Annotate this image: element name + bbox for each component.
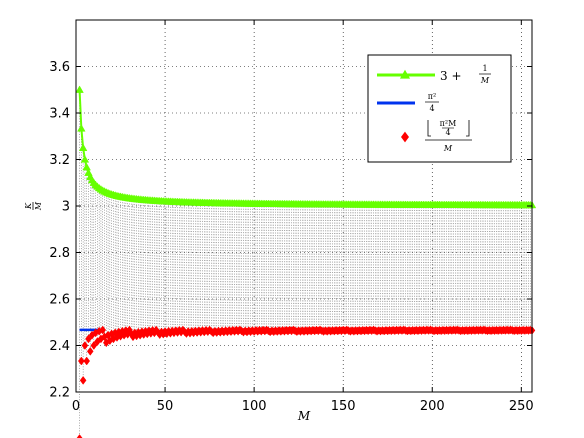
legend-entry-series-2: π² 4 (377, 92, 439, 113)
x-tick-label: 250 (509, 399, 534, 414)
legend-diamond-marker-icon (401, 131, 409, 143)
series-layer (75, 85, 537, 438)
axes: 0 50 100 150 200 250 2.2 2.4 2.6 2.8 3 3.2 3.4 3.6 (49, 20, 534, 414)
data-point (82, 162, 91, 171)
y-axis-label-numerator: K (24, 202, 33, 210)
y-tick-label: 3.2 (49, 153, 70, 168)
legend-entry-series-3: π²M 4 M (401, 119, 472, 153)
data-point (86, 346, 94, 356)
legend-floor-brackets (427, 120, 470, 137)
y-tick-label: 3.6 (49, 60, 70, 75)
x-tick-label: 0 (72, 399, 80, 414)
x-tick-label: 200 (420, 399, 445, 414)
data-point (81, 341, 89, 350)
x-tick-label: 100 (242, 399, 267, 414)
legend-triangle-marker-icon (399, 69, 411, 79)
x-tick-label: 150 (331, 399, 356, 414)
data-point (77, 124, 86, 132)
y-tick-label: 2.2 (49, 386, 70, 401)
legend-label-series-3-denominator: M (443, 144, 453, 153)
y-axis-label-denominator: M (34, 201, 43, 211)
y-tick-label: 2.8 (49, 246, 70, 261)
data-point (80, 155, 90, 163)
legend: 3 + 1 M π² 4 π²M 4 M (367, 54, 512, 163)
data-point (78, 356, 85, 366)
series-3 (76, 325, 536, 438)
data-point (99, 325, 107, 335)
y-tick-label: 2.6 (49, 293, 70, 308)
data-point (83, 356, 90, 366)
fill-area (79, 89, 533, 438)
data-point (76, 434, 83, 438)
y-axis-label: K M (24, 201, 43, 211)
data-point (90, 341, 98, 350)
legend-label-series-3-numerator: π²M (440, 119, 457, 128)
legend-label-series-1-denominator: M (480, 76, 490, 85)
x-axis-label-text: M (297, 409, 311, 423)
legend-entry-series-1: 3 + 1 M (377, 64, 491, 85)
y-tick-label: 2.4 (49, 339, 70, 354)
x-axis-label: M (297, 409, 311, 423)
data-point (85, 334, 92, 344)
legend-label-series-1-main: 3 + (440, 69, 462, 83)
legend-label-series-3-inner-denominator: 4 (445, 128, 450, 137)
legend-label-series-2-numerator: π² (428, 92, 436, 101)
y-tick-label: 3 (62, 200, 70, 215)
series-1 (75, 85, 537, 209)
legend-label-series-2-denominator: 4 (429, 104, 434, 113)
data-point (78, 143, 88, 151)
legend-label-series-1-numerator: 1 (482, 64, 487, 73)
x-tick-label: 50 (157, 399, 174, 414)
data-point (79, 375, 87, 385)
data-point (75, 85, 84, 93)
y-tick-label: 3.4 (49, 107, 70, 122)
legend-box (367, 54, 512, 163)
